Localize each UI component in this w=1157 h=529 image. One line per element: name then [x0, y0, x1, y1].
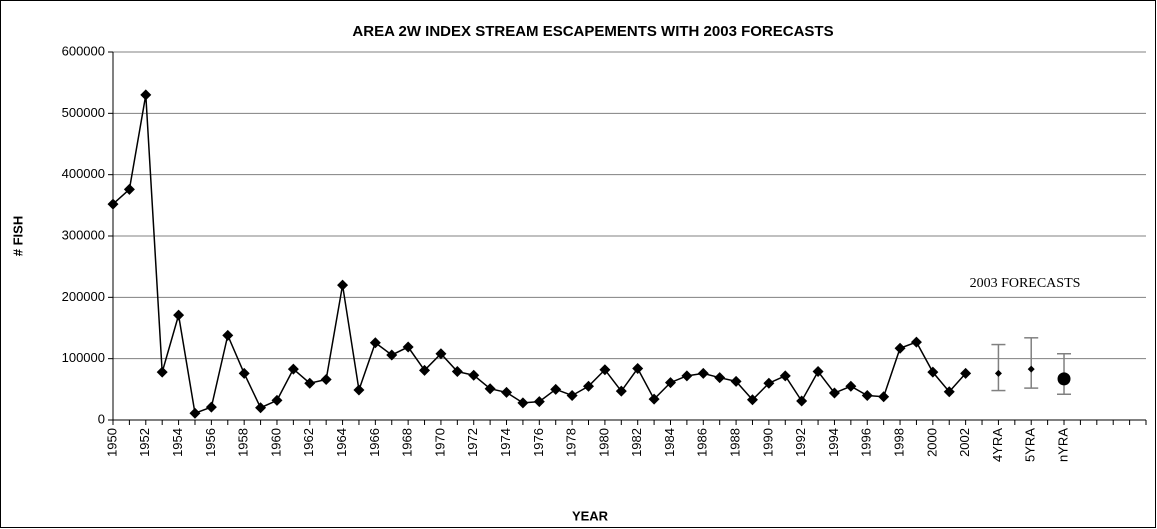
marker — [337, 279, 349, 291]
y-tick-label: 0 — [98, 411, 105, 426]
marker — [861, 389, 873, 401]
marker — [664, 377, 676, 389]
marker — [746, 394, 758, 406]
marker — [632, 362, 644, 374]
y-tick-label: 300000 — [62, 227, 105, 242]
marker — [994, 369, 1002, 377]
marker — [878, 391, 890, 403]
marker — [927, 366, 939, 378]
marker — [648, 393, 660, 405]
x-tick-label: 1970 — [432, 428, 447, 457]
marker — [107, 198, 119, 210]
marker — [255, 402, 267, 414]
marker — [353, 384, 365, 396]
marker — [533, 396, 545, 408]
chart-title: AREA 2W INDEX STREAM ESCAPEMENTS WITH 20… — [352, 23, 833, 40]
marker — [402, 341, 414, 353]
x-tick-label: 1968 — [400, 428, 415, 457]
marker — [468, 369, 480, 381]
x-tick-label: 1972 — [465, 428, 480, 457]
x-tick-label: 1998 — [891, 428, 906, 457]
marker — [697, 367, 709, 379]
marker — [910, 336, 922, 348]
marker — [845, 380, 857, 392]
marker — [320, 374, 332, 386]
x-tick-label: 1988 — [728, 428, 743, 457]
x-tick-label: 1978 — [564, 428, 579, 457]
x-tick-label: 1950 — [104, 428, 119, 457]
y-tick-label: 500000 — [62, 105, 105, 120]
x-tick-label: 1984 — [662, 428, 677, 457]
y-tick-label: 400000 — [62, 166, 105, 181]
x-tick-label: 1964 — [334, 428, 349, 457]
x-tick-label: 1980 — [596, 428, 611, 457]
x-tick-label: 1962 — [301, 428, 316, 457]
marker — [779, 370, 791, 382]
marker — [730, 375, 742, 387]
marker — [566, 389, 578, 401]
marker — [763, 377, 775, 389]
marker — [205, 401, 217, 413]
marker — [484, 383, 496, 395]
marker — [140, 89, 152, 101]
x-tick-label: 2000 — [924, 428, 939, 457]
x-tick-label: 1956 — [203, 428, 218, 457]
y-axis-title: # FISH — [10, 216, 25, 256]
marker — [550, 383, 562, 395]
marker — [123, 183, 135, 195]
marker — [517, 397, 529, 409]
marker — [501, 386, 513, 398]
marker — [451, 366, 463, 378]
marker — [894, 342, 906, 354]
marker — [796, 395, 808, 407]
x-axis-title: YEAR — [572, 508, 609, 523]
marker — [681, 370, 693, 382]
marker — [304, 377, 316, 389]
marker — [1027, 365, 1035, 373]
marker — [386, 349, 398, 361]
x-tick-label: 1992 — [793, 428, 808, 457]
x-tick-label: 1952 — [137, 428, 152, 457]
x-tick-label: 1960 — [268, 428, 283, 457]
annotation: 2003 FORECASTS — [970, 276, 1081, 291]
marker — [615, 385, 627, 397]
marker — [238, 367, 250, 379]
x-tick-label: 1974 — [498, 428, 513, 457]
marker — [287, 363, 299, 375]
x-tick-label: 1982 — [629, 428, 644, 457]
marker — [189, 407, 201, 419]
marker — [369, 337, 381, 349]
x-tick-label: 1976 — [531, 428, 546, 457]
forecast-marker — [1057, 372, 1071, 386]
marker — [156, 366, 168, 378]
x-tick-label: 1966 — [367, 428, 382, 457]
marker — [419, 364, 431, 376]
x-tick-label: 4YRA — [990, 428, 1005, 462]
x-tick-label: 2002 — [957, 428, 972, 457]
x-tick-label: 1958 — [236, 428, 251, 457]
marker — [812, 366, 824, 378]
y-tick-label: 600000 — [62, 43, 105, 58]
x-tick-label: 1986 — [695, 428, 710, 457]
marker — [714, 372, 726, 384]
marker — [943, 386, 955, 398]
x-tick-label: nYRA — [1055, 428, 1070, 462]
marker — [960, 367, 972, 379]
marker — [173, 309, 185, 321]
y-tick-label: 100000 — [62, 350, 105, 365]
marker — [435, 348, 447, 360]
marker — [271, 394, 283, 406]
marker — [222, 329, 234, 341]
marker — [828, 387, 840, 399]
marker — [599, 364, 611, 376]
x-tick-label: 1996 — [859, 428, 874, 457]
x-tick-label: 1954 — [170, 428, 185, 457]
x-tick-label: 5YRA — [1023, 428, 1038, 462]
x-tick-label: 1994 — [826, 428, 841, 457]
x-tick-label: 1990 — [760, 428, 775, 457]
y-tick-label: 200000 — [62, 289, 105, 304]
marker — [583, 380, 595, 392]
